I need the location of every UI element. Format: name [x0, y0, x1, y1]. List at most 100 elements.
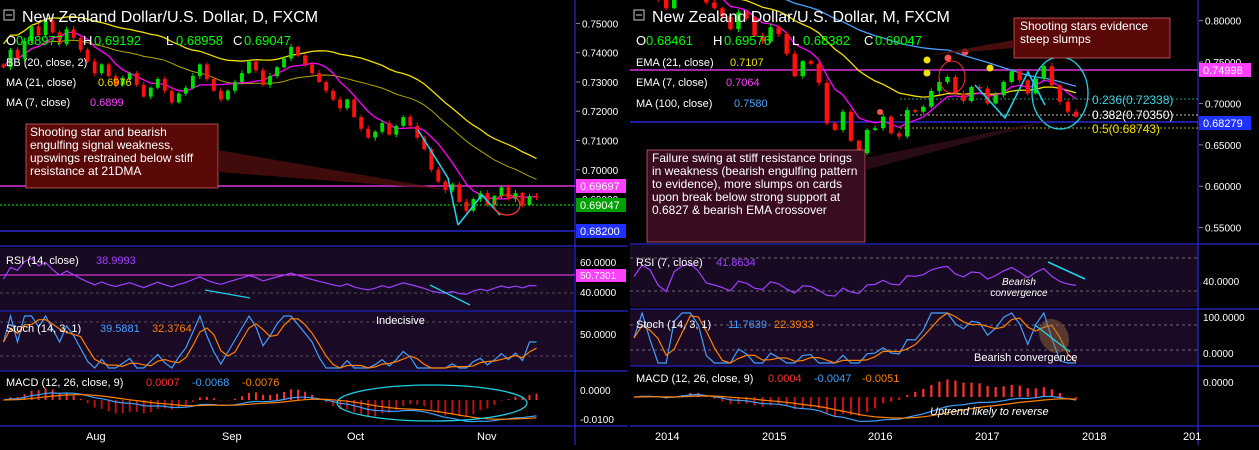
rsi-line — [2, 257, 537, 295]
macd-hist-value: 0.0004 — [768, 373, 802, 385]
collapse-icon[interactable] — [3, 9, 15, 21]
candle-body — [443, 181, 448, 191]
candle-body — [896, 133, 902, 137]
candle-body — [64, 29, 69, 44]
candle-body — [534, 196, 539, 198]
candle-body — [905, 110, 910, 137]
candle-body — [324, 81, 329, 91]
macd-signal-value: -0.0076 — [242, 377, 279, 389]
annotation-pointer — [218, 150, 450, 190]
stoch-d-line — [633, 312, 1077, 364]
candle-body — [506, 187, 511, 200]
ma7-value: 0.6899 — [90, 97, 124, 109]
candle-body — [961, 93, 966, 101]
macd-line — [3, 392, 537, 423]
macd-value: -0.0068 — [192, 377, 229, 389]
monthly-ohlc: O 0.68461 H 0.69576 L 0.68382 C 0.69047 — [636, 33, 922, 48]
bb-legend: BB (20, close, 2) — [6, 57, 87, 69]
candle-body — [784, 33, 789, 54]
candle-body — [282, 58, 286, 68]
daily-annotation-text: Shooting star and bearish engulfing sign… — [30, 126, 194, 178]
x-tick-2015: 2015 — [762, 431, 786, 443]
candle-body — [268, 76, 272, 85]
candle-body — [1009, 71, 1014, 82]
candle-body — [240, 73, 244, 82]
candle-body — [211, 79, 216, 91]
candle-body — [663, 0, 669, 9]
macd-signal-line — [633, 395, 1077, 419]
candle-body — [492, 196, 497, 205]
collapse-icon[interactable] — [633, 9, 645, 21]
top-annotation-box — [1013, 17, 1171, 59]
candle-body — [345, 99, 350, 109]
resistance-tag-text: 0.74998 — [1203, 65, 1243, 77]
candle-body — [744, 12, 749, 19]
candle-body — [352, 99, 357, 118]
candle-body — [520, 193, 525, 205]
candle-body — [671, 0, 677, 9]
daily-chart-panel: 0.75000 0.74000 0.73000 0.72000 0.71000 0.700… — [0, 0, 628, 445]
engulfing-circle — [493, 194, 521, 216]
stoch-highlight — [1038, 318, 1070, 354]
candle-body — [1017, 71, 1022, 81]
candle-body — [303, 55, 307, 65]
resistance-tag-text: 0.69697 — [580, 181, 620, 193]
candle-body — [15, 49, 20, 59]
macd-signal-line — [3, 393, 537, 420]
daily-chart-title: New Zealand Dollar/U.S. Dollar, D, FXCM — [22, 9, 318, 26]
price-tick-label: 0.70000 — [582, 166, 619, 177]
support-tag — [576, 224, 626, 238]
x-tick-2018: 2018 — [1082, 431, 1106, 443]
rsi-level-tag — [576, 269, 626, 282]
svg-text:0.0000: 0.0000 — [580, 386, 611, 397]
shooting-star-marker — [923, 56, 931, 64]
daily-chart-svg: 0.75000 0.74000 0.73000 0.72000 0.71000 0.700… — [0, 0, 628, 445]
candle-body — [1065, 101, 1071, 112]
candle-body — [450, 184, 455, 191]
candle-body — [977, 86, 982, 89]
candle-body — [712, 2, 717, 9]
candle-body — [720, 8, 725, 17]
swing-arrow — [974, 70, 1046, 120]
x-tick-aug: Aug — [86, 431, 106, 443]
ma100-legend: MA (100, close) — [636, 98, 712, 110]
candle-body — [499, 187, 504, 197]
rsi-arrow — [429, 284, 471, 306]
ema21-value: 0.7107 — [730, 57, 764, 69]
candle-body — [233, 81, 237, 91]
x-tick-2019: 201 — [1183, 431, 1201, 443]
rsi-legend: RSI (7, close) — [636, 257, 703, 269]
main-annotation-box — [646, 149, 866, 243]
candle-body — [373, 131, 378, 138]
candle-body — [85, 49, 90, 62]
x-tick-2014: 2014 — [655, 431, 679, 443]
fib-382-label: 0.382(0.70350) — [1092, 108, 1173, 122]
rsi-arrow — [1047, 261, 1086, 280]
candle-body — [832, 123, 838, 130]
svg-text:40.0000: 40.0000 — [1203, 277, 1240, 288]
stoch-d-value: 32.3764 — [152, 323, 192, 335]
rsi-arrow — [204, 289, 251, 299]
svg-text:L: L — [166, 33, 173, 48]
candle-body — [331, 90, 336, 100]
candle-body — [760, 35, 765, 42]
candle-body — [527, 196, 532, 205]
candle-body — [921, 106, 926, 112]
ma21-value: 0.6976 — [98, 77, 132, 89]
svg-text:0.69047: 0.69047 — [875, 33, 922, 48]
candle-body — [36, 26, 41, 36]
price-tick-label: 0.75000 — [582, 19, 619, 30]
candle-body — [1001, 81, 1006, 96]
candle-body — [728, 16, 733, 29]
candle-body — [387, 122, 392, 135]
svg-text:0.0000: 0.0000 — [1203, 349, 1234, 360]
price-tick-label: 0.55000 — [1205, 224, 1242, 235]
stoch-pane-bg — [630, 310, 1198, 365]
candle-body — [22, 40, 27, 59]
candle-body — [993, 95, 998, 104]
stoch-legend: Stoch (14, 3, 1) — [636, 319, 711, 331]
monthly-chart-title: New Zealand Dollar/U.S. Dollar, M, FXCM — [652, 9, 950, 26]
monthly-chart-svg: 0.800000.750000.700000.650000.600000.550… — [630, 0, 1259, 445]
svg-text:0.68382: 0.68382 — [803, 33, 850, 48]
candle-body — [401, 117, 406, 126]
